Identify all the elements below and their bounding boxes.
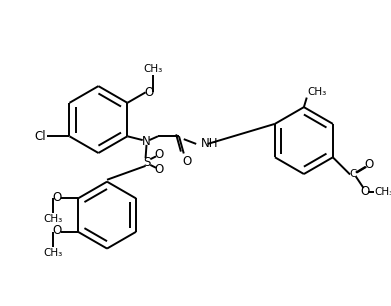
Text: N: N	[142, 135, 151, 147]
Text: O: O	[145, 86, 154, 99]
Text: O: O	[154, 163, 163, 176]
Text: CH₃: CH₃	[375, 187, 391, 197]
Text: NH: NH	[201, 137, 219, 151]
Text: O: O	[52, 191, 62, 204]
Text: CH₃: CH₃	[308, 87, 327, 97]
Text: O: O	[182, 155, 191, 168]
Text: CH₃: CH₃	[43, 215, 63, 224]
Text: Cl: Cl	[34, 130, 46, 143]
Text: CH₃: CH₃	[43, 248, 63, 258]
Text: S: S	[143, 155, 150, 169]
Text: CH₃: CH₃	[143, 64, 163, 74]
Text: O: O	[154, 148, 163, 161]
Text: O: O	[364, 159, 374, 171]
Text: O: O	[52, 224, 62, 237]
Text: O: O	[361, 185, 370, 198]
Text: C: C	[349, 169, 357, 178]
